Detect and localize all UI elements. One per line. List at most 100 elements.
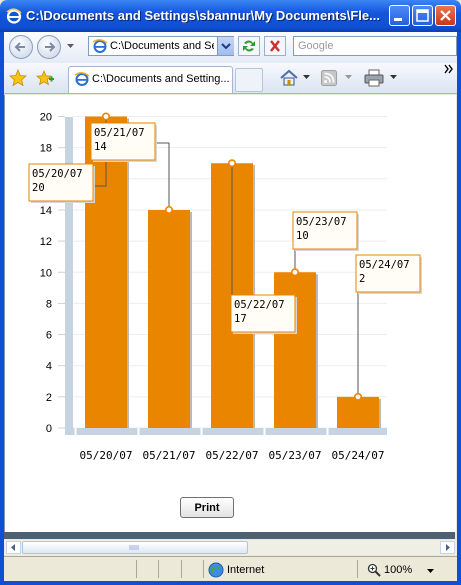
back-arrow-icon xyxy=(14,42,25,52)
status-bar xyxy=(4,556,457,581)
x-tick-label: 05/23/07 xyxy=(269,449,322,462)
y-tick-label: 18 xyxy=(40,143,52,155)
security-zone-label: Internet xyxy=(227,564,265,576)
print-dropdown-icon[interactable] xyxy=(390,75,397,80)
page-icon xyxy=(92,39,108,53)
bar[interactable] xyxy=(148,209,190,428)
forward-button[interactable] xyxy=(37,35,61,59)
data-point-marker[interactable] xyxy=(228,159,237,168)
zoom-dropdown-icon[interactable] xyxy=(427,569,434,574)
browser-tab[interactable] xyxy=(68,66,233,93)
globe-icon xyxy=(208,562,224,578)
search-input[interactable]: Google xyxy=(298,40,334,52)
datatip-date: 05/24/07 xyxy=(359,259,410,271)
y-tick-label: 0 xyxy=(46,423,52,435)
y-axis-ticks: 02468101214161820 xyxy=(40,112,65,435)
history-dropdown-icon[interactable] xyxy=(66,43,75,49)
zoom-level[interactable]: 100% xyxy=(384,564,413,576)
bar[interactable] xyxy=(337,396,379,428)
maximize-icon xyxy=(416,9,429,22)
x-tick-label: 05/21/07 xyxy=(143,449,196,462)
status-divider xyxy=(181,560,182,578)
scroll-right-icon xyxy=(446,544,450,551)
status-divider xyxy=(158,560,159,578)
add-favorites-icon[interactable] xyxy=(36,69,54,87)
datatip-box xyxy=(230,294,296,333)
ie-icon xyxy=(6,8,22,24)
feeds-dropdown-icon[interactable] xyxy=(345,75,352,80)
datatip-value: 2 xyxy=(359,273,365,285)
window-title: C:\Documents and Settings\sbannur\My Doc… xyxy=(26,8,380,23)
datatip-box xyxy=(90,122,156,161)
refresh-icon xyxy=(243,40,255,52)
x-axis-labels: 05/20/07 05/21/07 05/22/07 05/23/07 05/24/07 xyxy=(80,449,385,462)
data-tips: 05/20/07 20 05/21/07 14 05/22/07 17 05/23/07 10… xyxy=(28,112,422,401)
y-tick-label: 12 xyxy=(40,236,52,248)
minimize-button[interactable] xyxy=(389,5,410,26)
x-axis-bar xyxy=(65,428,387,435)
feeds-icon[interactable] xyxy=(321,70,337,86)
datatip-connector xyxy=(155,142,170,210)
printer-icon[interactable] xyxy=(364,69,384,87)
window-frame-left xyxy=(0,32,4,585)
datatip-box xyxy=(28,163,94,202)
window-frame-right xyxy=(457,32,461,585)
grip-icon xyxy=(129,545,139,550)
y-tick-label: 20 xyxy=(40,112,52,124)
data-point-marker[interactable] xyxy=(102,112,111,121)
datatip-date: 05/21/07 xyxy=(94,127,145,139)
chevron-more-icon[interactable] xyxy=(444,64,454,74)
back-button[interactable] xyxy=(9,35,33,59)
datatip-box xyxy=(292,211,358,250)
y-tick-label: 4 xyxy=(46,361,52,373)
chevron-down-icon xyxy=(221,43,231,50)
search-box[interactable] xyxy=(293,36,457,56)
refresh-button[interactable] xyxy=(238,36,260,56)
forward-arrow-icon xyxy=(45,42,56,52)
new-tab-button[interactable] xyxy=(235,68,263,92)
close-icon xyxy=(440,10,451,21)
tab-page-icon xyxy=(74,72,90,86)
data-point-marker[interactable] xyxy=(290,268,299,277)
datatip-box xyxy=(355,254,421,293)
datatip-value: 14 xyxy=(94,141,107,153)
close-button[interactable] xyxy=(435,5,456,26)
content-bottom-edge xyxy=(4,532,455,539)
home-dropdown-icon[interactable] xyxy=(303,75,310,80)
datatip-date: 05/23/07 xyxy=(296,216,347,228)
home-icon[interactable] xyxy=(279,68,299,88)
status-divider xyxy=(203,560,204,578)
stop-icon xyxy=(270,40,280,52)
datatip-value: 10 xyxy=(296,230,309,242)
zoom-icon[interactable] xyxy=(367,563,381,577)
title-bar[interactable] xyxy=(0,0,461,32)
minimize-icon xyxy=(394,18,402,21)
scroll-right-button[interactable] xyxy=(440,541,455,554)
y-tick-label: 2 xyxy=(46,392,52,404)
scroll-left-button[interactable] xyxy=(6,541,21,554)
bar-chart: 02468101214161820 05/20/0705/21/0705/22/… xyxy=(28,112,422,462)
datatip-connector xyxy=(356,274,359,397)
favorites-star-icon[interactable] xyxy=(9,69,27,87)
stop-button[interactable] xyxy=(264,36,286,56)
scroll-left-icon xyxy=(11,544,15,551)
y-tick-label: 6 xyxy=(46,330,52,342)
y-axis-bar xyxy=(65,117,73,435)
data-point-marker[interactable] xyxy=(353,392,362,401)
scroll-thumb[interactable] xyxy=(22,541,248,554)
y-tick-label: 10 xyxy=(40,267,52,279)
datatip-value: 20 xyxy=(32,182,45,194)
window-frame-bottom xyxy=(0,581,461,585)
y-tick-label: 14 xyxy=(40,205,52,217)
y-tick-label: 8 xyxy=(46,298,52,310)
print-button[interactable]: Print xyxy=(180,497,234,518)
maximize-button[interactable] xyxy=(412,5,433,26)
x-tick-label: 05/24/07 xyxy=(332,449,385,462)
address-input[interactable]: C:\Documents and Se xyxy=(110,40,214,52)
datatip-date: 05/22/07 xyxy=(234,299,285,311)
status-divider xyxy=(136,560,137,578)
datatip-value: 17 xyxy=(234,313,247,325)
x-tick-label: 05/22/07 xyxy=(206,449,259,462)
data-point-marker[interactable] xyxy=(165,205,174,214)
address-dropdown-button[interactable] xyxy=(217,37,234,55)
